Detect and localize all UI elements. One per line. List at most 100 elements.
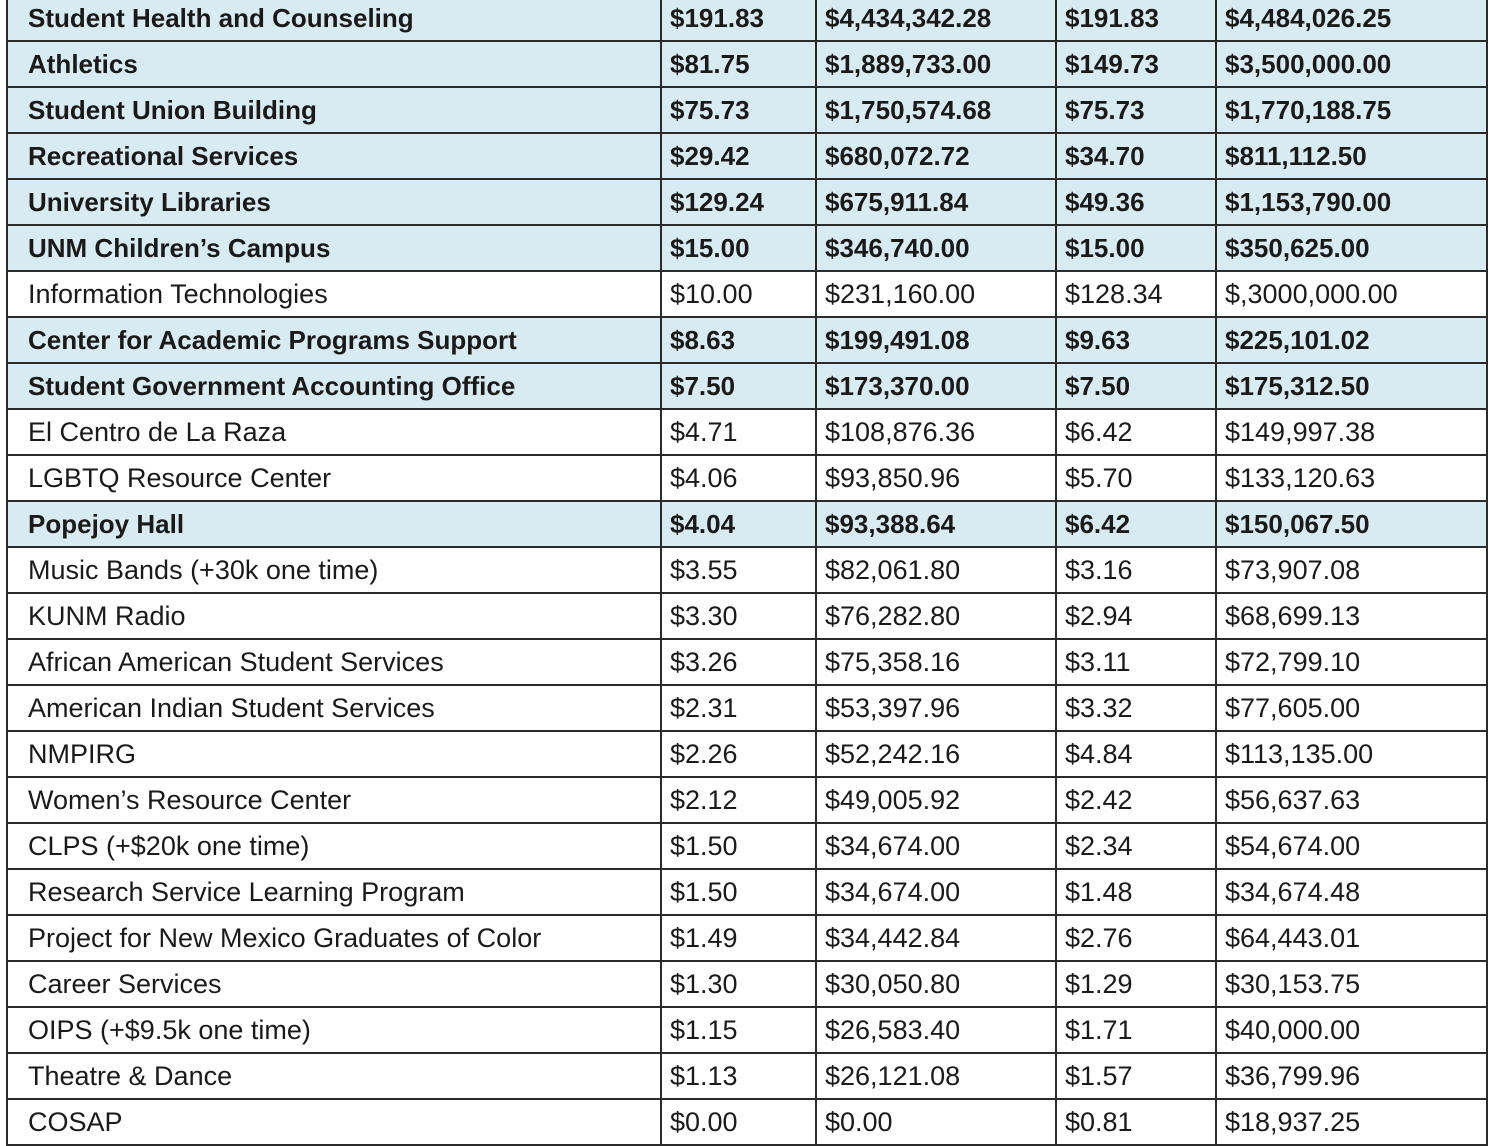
table-row: Information Technologies $10.00 $231,160.0… <box>6 270 1488 318</box>
table-row: COSAP $0.00 $0.00 $0.81 $18,937.25 <box>6 1098 1488 1146</box>
proposed-fee-cell: $2.94 <box>1055 592 1217 640</box>
table-row: CLPS (+$20k one time) $1.50 $34,674.00 $2.3… <box>6 822 1488 870</box>
table-row: Student Union Building $75.73 $1,750,574.6… <box>6 86 1488 134</box>
current-total-cell: $1,750,574.68 <box>815 86 1057 134</box>
proposed-fee-cell: $2.34 <box>1055 822 1217 870</box>
org-name-cell: Popejoy Hall <box>6 500 662 548</box>
org-name-cell: Athletics <box>6 40 662 88</box>
org-name-cell: Student Health and Counseling <box>6 0 662 42</box>
proposed-fee-cell: $6.42 <box>1055 500 1217 548</box>
current-total-cell: $4,434,342.28 <box>815 0 1057 42</box>
current-total-cell: $26,583.40 <box>815 1006 1057 1054</box>
table-body: Student Health and Counseling $191.83 $4,4… <box>6 0 1488 1146</box>
table-row: University Libraries $129.24 $675,911.84 $4… <box>6 178 1488 226</box>
current-total-cell: $173,370.00 <box>815 362 1057 410</box>
proposed-fee-cell: $3.16 <box>1055 546 1217 594</box>
table-row: Student Health and Counseling $191.83 $4,4… <box>6 0 1488 42</box>
proposed-fee-cell: $128.34 <box>1055 270 1217 318</box>
current-fee-cell: $3.30 <box>660 592 817 640</box>
table-row: Project for New Mexico Graduates of Colo… <box>6 914 1488 962</box>
org-name-cell: COSAP <box>6 1098 662 1146</box>
table-row: Women’s Resource Center $2.12 $49,005.92 $2… <box>6 776 1488 824</box>
proposed-fee-cell: $1.48 <box>1055 868 1217 916</box>
proposed-fee-cell: $149.73 <box>1055 40 1217 88</box>
current-total-cell: $231,160.00 <box>815 270 1057 318</box>
proposed-total-cell: $40,000.00 <box>1215 1006 1488 1054</box>
current-total-cell: $1,889,733.00 <box>815 40 1057 88</box>
proposed-total-cell: $36,799.96 <box>1215 1052 1488 1100</box>
proposed-fee-cell: $34.70 <box>1055 132 1217 180</box>
org-name-cell: Recreational Services <box>6 132 662 180</box>
table-row: UNM Children’s Campus $15.00 $346,740.00 $1… <box>6 224 1488 272</box>
proposed-fee-cell: $191.83 <box>1055 0 1217 42</box>
table-row: Music Bands (+30k one time) $3.55 $82,061.… <box>6 546 1488 594</box>
proposed-fee-cell: $15.00 <box>1055 224 1217 272</box>
current-fee-cell: $2.12 <box>660 776 817 824</box>
current-total-cell: $199,491.08 <box>815 316 1057 364</box>
org-name-cell: KUNM Radio <box>6 592 662 640</box>
proposed-fee-cell: $49.36 <box>1055 178 1217 226</box>
proposed-total-cell: $77,605.00 <box>1215 684 1488 732</box>
org-name-cell: Music Bands (+30k one time) <box>6 546 662 594</box>
org-name-cell: Theatre & Dance <box>6 1052 662 1100</box>
current-total-cell: $49,005.92 <box>815 776 1057 824</box>
proposed-total-cell: $64,443.01 <box>1215 914 1488 962</box>
proposed-total-cell: $72,799.10 <box>1215 638 1488 686</box>
proposed-fee-cell: $2.76 <box>1055 914 1217 962</box>
current-fee-cell: $3.26 <box>660 638 817 686</box>
proposed-total-cell: $3,500,000.00 <box>1215 40 1488 88</box>
table-row: Research Service Learning Program $1.50 $3… <box>6 868 1488 916</box>
fee-allocation-table-sheet: Student Health and Counseling $191.83 $4,4… <box>6 0 1488 1146</box>
proposed-total-cell: $113,135.00 <box>1215 730 1488 778</box>
proposed-total-cell: $175,312.50 <box>1215 362 1488 410</box>
proposed-total-cell: $350,625.00 <box>1215 224 1488 272</box>
proposed-total-cell: $54,674.00 <box>1215 822 1488 870</box>
proposed-total-cell: $133,120.63 <box>1215 454 1488 502</box>
proposed-total-cell: $225,101.02 <box>1215 316 1488 364</box>
proposed-total-cell: $,3000,000.00 <box>1215 270 1488 318</box>
current-fee-cell: $10.00 <box>660 270 817 318</box>
current-fee-cell: $1.30 <box>660 960 817 1008</box>
proposed-total-cell: $68,699.13 <box>1215 592 1488 640</box>
proposed-fee-cell: $7.50 <box>1055 362 1217 410</box>
org-name-cell: Research Service Learning Program <box>6 868 662 916</box>
org-name-cell: Information Technologies <box>6 270 662 318</box>
proposed-fee-cell: $9.63 <box>1055 316 1217 364</box>
org-name-cell: Center for Academic Programs Support <box>6 316 662 364</box>
current-total-cell: $0.00 <box>815 1098 1057 1146</box>
org-name-cell: Student Government Accounting Office <box>6 362 662 410</box>
table-row: Recreational Services $29.42 $680,072.72 $3… <box>6 132 1488 180</box>
table-row: El Centro de La Raza $4.71 $108,876.36 $6.4… <box>6 408 1488 456</box>
current-fee-cell: $0.00 <box>660 1098 817 1146</box>
current-total-cell: $93,850.96 <box>815 454 1057 502</box>
proposed-fee-cell: $1.29 <box>1055 960 1217 1008</box>
current-total-cell: $34,674.00 <box>815 868 1057 916</box>
current-fee-cell: $1.50 <box>660 822 817 870</box>
current-fee-cell: $4.71 <box>660 408 817 456</box>
table-row: Athletics $81.75 $1,889,733.00 $149.73 $3,50… <box>6 40 1488 88</box>
proposed-fee-cell: $75.73 <box>1055 86 1217 134</box>
fee-allocation-table: Student Health and Counseling $191.83 $4,4… <box>6 0 1488 1146</box>
current-total-cell: $108,876.36 <box>815 408 1057 456</box>
current-total-cell: $675,911.84 <box>815 178 1057 226</box>
current-fee-cell: $4.06 <box>660 454 817 502</box>
current-fee-cell: $1.15 <box>660 1006 817 1054</box>
current-total-cell: $75,358.16 <box>815 638 1057 686</box>
org-name-cell: American Indian Student Services <box>6 684 662 732</box>
current-fee-cell: $7.50 <box>660 362 817 410</box>
proposed-fee-cell: $5.70 <box>1055 454 1217 502</box>
current-fee-cell: $75.73 <box>660 86 817 134</box>
proposed-fee-cell: $6.42 <box>1055 408 1217 456</box>
org-name-cell: Student Union Building <box>6 86 662 134</box>
table-row: African American Student Services $3.26 $7… <box>6 638 1488 686</box>
table-row: Student Government Accounting Office $7.5… <box>6 362 1488 410</box>
proposed-fee-cell: $0.81 <box>1055 1098 1217 1146</box>
table-row: NMPIRG $2.26 $52,242.16 $4.84 $113,135.00 <box>6 730 1488 778</box>
org-name-cell: Project for New Mexico Graduates of Colo… <box>6 914 662 962</box>
current-total-cell: $26,121.08 <box>815 1052 1057 1100</box>
current-fee-cell: $191.83 <box>660 0 817 42</box>
org-name-cell: UNM Children’s Campus <box>6 224 662 272</box>
current-total-cell: $52,242.16 <box>815 730 1057 778</box>
current-total-cell: $680,072.72 <box>815 132 1057 180</box>
current-fee-cell: $1.50 <box>660 868 817 916</box>
